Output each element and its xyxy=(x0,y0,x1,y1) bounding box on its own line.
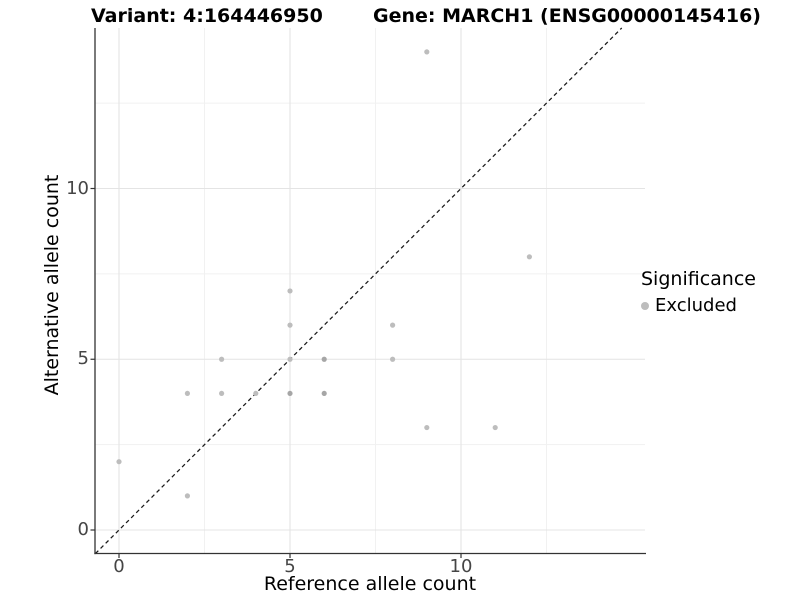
plot-title-variant: Variant: 4:164446950 xyxy=(91,5,323,27)
data-point xyxy=(219,356,225,362)
data-point xyxy=(492,424,498,431)
x-axis-label: Reference allele count xyxy=(263,573,477,595)
x-tick-label: 10 xyxy=(449,556,473,577)
data-point xyxy=(390,322,396,328)
data-point xyxy=(287,390,293,397)
data-point xyxy=(424,49,430,55)
y-tick-label: 5 xyxy=(77,348,89,370)
y-tick-label: 0 xyxy=(77,519,89,540)
data-point xyxy=(219,390,225,397)
data-point xyxy=(116,459,122,465)
data-point xyxy=(287,288,293,294)
data-point xyxy=(287,322,293,328)
data-point xyxy=(526,254,533,260)
identity-line xyxy=(95,27,623,554)
plot-title-gene: Gene: MARCH1 (ENSG00000145416) xyxy=(373,5,761,27)
data-point xyxy=(321,390,327,397)
x-tick-label: 0 xyxy=(113,556,125,577)
data-point xyxy=(287,356,293,362)
legend: Significance Excluded xyxy=(641,268,756,316)
data-point xyxy=(184,493,191,499)
data-point xyxy=(390,356,396,362)
legend-point-icon xyxy=(641,301,649,310)
legend-title: Significance xyxy=(641,268,756,290)
legend-item-label: Excluded xyxy=(655,295,737,316)
legend-item-excluded: Excluded xyxy=(641,295,756,316)
data-point xyxy=(184,390,191,397)
x-tick-label: 5 xyxy=(284,556,296,577)
data-point xyxy=(424,424,430,431)
y-tick-label: 10 xyxy=(66,177,89,199)
data-point xyxy=(321,356,327,362)
data-point xyxy=(253,390,259,397)
